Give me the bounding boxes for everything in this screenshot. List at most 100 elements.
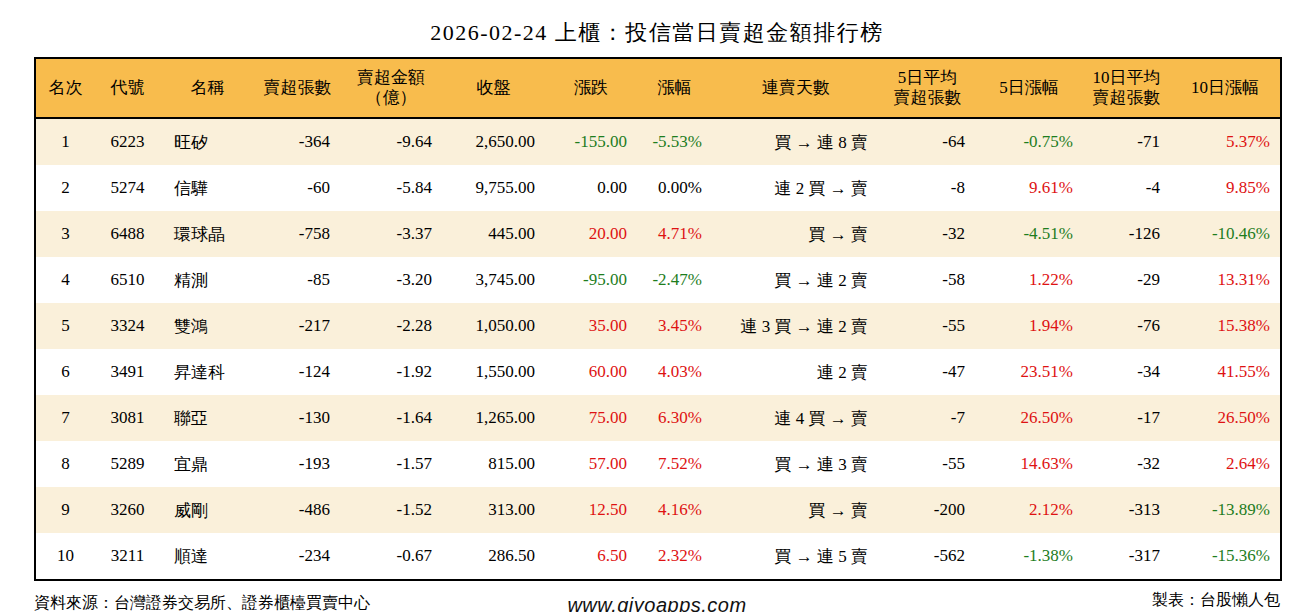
- column-header-rank: 名次: [35, 58, 95, 118]
- cell-code: 6510: [95, 257, 160, 303]
- cell-code: 3081: [95, 395, 160, 441]
- cell-pct10: 5.37%: [1170, 118, 1281, 165]
- cell-pct5: 2.12%: [975, 487, 1083, 533]
- cell-sell-amount: -1.52: [340, 487, 442, 533]
- cell-sell-shares: -193: [255, 441, 340, 487]
- table-header: 名次代號名稱賣超張數賣超金額（億）收盤漲跌漲幅連賣天數5日平均賣超張數5日漲幅1…: [35, 58, 1281, 118]
- cell-sell-amount: -5.84: [340, 165, 442, 211]
- column-header-pct5: 5日漲幅: [975, 58, 1083, 118]
- cell-pct5: -0.75%: [975, 118, 1083, 165]
- cell-change-pct: 3.45%: [637, 303, 712, 349]
- cell-avg5-shares: -562: [880, 533, 975, 580]
- column-header-sell-shares: 賣超張數: [255, 58, 340, 118]
- cell-change-pct: -2.47%: [637, 257, 712, 303]
- cell-pct10: 9.85%: [1170, 165, 1281, 211]
- maker-label: 製表：台股懶人包: [840, 589, 1280, 611]
- cell-sell-shares: -486: [255, 487, 340, 533]
- cell-pct5: 14.63%: [975, 441, 1083, 487]
- cell-name: 雙鴻: [160, 303, 255, 349]
- cell-streak: 買 → 連 5 賣: [712, 533, 880, 580]
- cell-rank: 1: [35, 118, 95, 165]
- cell-change: 12.50: [545, 487, 637, 533]
- cell-streak: 買 → 連 8 賣: [712, 118, 880, 165]
- cell-code: 3211: [95, 533, 160, 580]
- cell-name: 宜鼎: [160, 441, 255, 487]
- cell-avg10-shares: -29: [1083, 257, 1170, 303]
- cell-close: 445.00: [442, 211, 545, 257]
- cell-sell-shares: -130: [255, 395, 340, 441]
- cell-avg10-shares: -34: [1083, 349, 1170, 395]
- column-header-code: 代號: [95, 58, 160, 118]
- cell-sell-shares: -217: [255, 303, 340, 349]
- table-row: 16223旺矽-364-9.642,650.00-155.00-5.53%買 →…: [35, 118, 1281, 165]
- cell-sell-shares: -85: [255, 257, 340, 303]
- cell-avg10-shares: -76: [1083, 303, 1170, 349]
- table-row: 93260威剛-486-1.52313.0012.504.16%買 → 賣-20…: [35, 487, 1281, 533]
- cell-close: 1,050.00: [442, 303, 545, 349]
- cell-code: 5289: [95, 441, 160, 487]
- cell-name: 旺矽: [160, 118, 255, 165]
- cell-avg5-shares: -47: [880, 349, 975, 395]
- cell-pct10: 2.64%: [1170, 441, 1281, 487]
- cell-rank: 8: [35, 441, 95, 487]
- cell-change-pct: 4.71%: [637, 211, 712, 257]
- cell-change-pct: 6.30%: [637, 395, 712, 441]
- cell-sell-amount: -1.57: [340, 441, 442, 487]
- table-row: 103211順達-234-0.67286.506.502.32%買 → 連 5 …: [35, 533, 1281, 580]
- cell-avg5-shares: -64: [880, 118, 975, 165]
- cell-close: 9,755.00: [442, 165, 545, 211]
- cell-rank: 5: [35, 303, 95, 349]
- cell-close: 1,550.00: [442, 349, 545, 395]
- cell-avg5-shares: -8: [880, 165, 975, 211]
- cell-name: 信驊: [160, 165, 255, 211]
- cell-avg10-shares: -4: [1083, 165, 1170, 211]
- cell-avg10-shares: -17: [1083, 395, 1170, 441]
- cell-rank: 9: [35, 487, 95, 533]
- cell-streak: 連 3 買 → 連 2 賣: [712, 303, 880, 349]
- cell-pct5: 23.51%: [975, 349, 1083, 395]
- table-row: 36488環球晶-758-3.37445.0020.004.71%買 → 賣-3…: [35, 211, 1281, 257]
- cell-sell-shares: -234: [255, 533, 340, 580]
- cell-change: -155.00: [545, 118, 637, 165]
- cell-pct5: 26.50%: [975, 395, 1083, 441]
- cell-avg5-shares: -7: [880, 395, 975, 441]
- cell-streak: 連 2 買 → 賣: [712, 165, 880, 211]
- cell-avg10-shares: -317: [1083, 533, 1170, 580]
- cell-rank: 4: [35, 257, 95, 303]
- cell-streak: 買 → 賣: [712, 211, 880, 257]
- cell-close: 2,650.00: [442, 118, 545, 165]
- cell-sell-amount: -9.64: [340, 118, 442, 165]
- cell-avg5-shares: -58: [880, 257, 975, 303]
- table-row: 53324雙鴻-217-2.281,050.0035.003.45%連 3 買 …: [35, 303, 1281, 349]
- cell-code: 3491: [95, 349, 160, 395]
- cell-pct5: 1.22%: [975, 257, 1083, 303]
- cell-avg10-shares: -71: [1083, 118, 1170, 165]
- cell-change: 35.00: [545, 303, 637, 349]
- cell-pct10: 26.50%: [1170, 395, 1281, 441]
- maker-block: 製表：台股懶人包 製表時間：2026-02-24 17:48:29: [840, 589, 1280, 612]
- cell-pct5: -4.51%: [975, 211, 1083, 257]
- cell-rank: 6: [35, 349, 95, 395]
- cell-pct5: 1.94%: [975, 303, 1083, 349]
- cell-sell-amount: -3.20: [340, 257, 442, 303]
- cell-sell-amount: -2.28: [340, 303, 442, 349]
- header-row: 名次代號名稱賣超張數賣超金額（億）收盤漲跌漲幅連賣天數5日平均賣超張數5日漲幅1…: [35, 58, 1281, 118]
- cell-name: 威剛: [160, 487, 255, 533]
- ranking-table: 名次代號名稱賣超張數賣超金額（億）收盤漲跌漲幅連賣天數5日平均賣超張數5日漲幅1…: [34, 57, 1282, 581]
- cell-sell-shares: -124: [255, 349, 340, 395]
- table-row: 73081聯亞-130-1.641,265.0075.006.30%連 4 買 …: [35, 395, 1281, 441]
- cell-close: 815.00: [442, 441, 545, 487]
- table-body: 16223旺矽-364-9.642,650.00-155.00-5.53%買 →…: [35, 118, 1281, 580]
- column-header-change: 漲跌: [545, 58, 637, 118]
- column-header-streak: 連賣天數: [712, 58, 880, 118]
- cell-code: 5274: [95, 165, 160, 211]
- cell-avg5-shares: -32: [880, 211, 975, 257]
- cell-change-pct: -5.53%: [637, 118, 712, 165]
- cell-sell-amount: -1.64: [340, 395, 442, 441]
- cell-avg5-shares: -55: [880, 441, 975, 487]
- cell-sell-shares: -364: [255, 118, 340, 165]
- cell-change-pct: 0.00%: [637, 165, 712, 211]
- cell-avg5-shares: -55: [880, 303, 975, 349]
- cell-name: 環球晶: [160, 211, 255, 257]
- cell-rank: 10: [35, 533, 95, 580]
